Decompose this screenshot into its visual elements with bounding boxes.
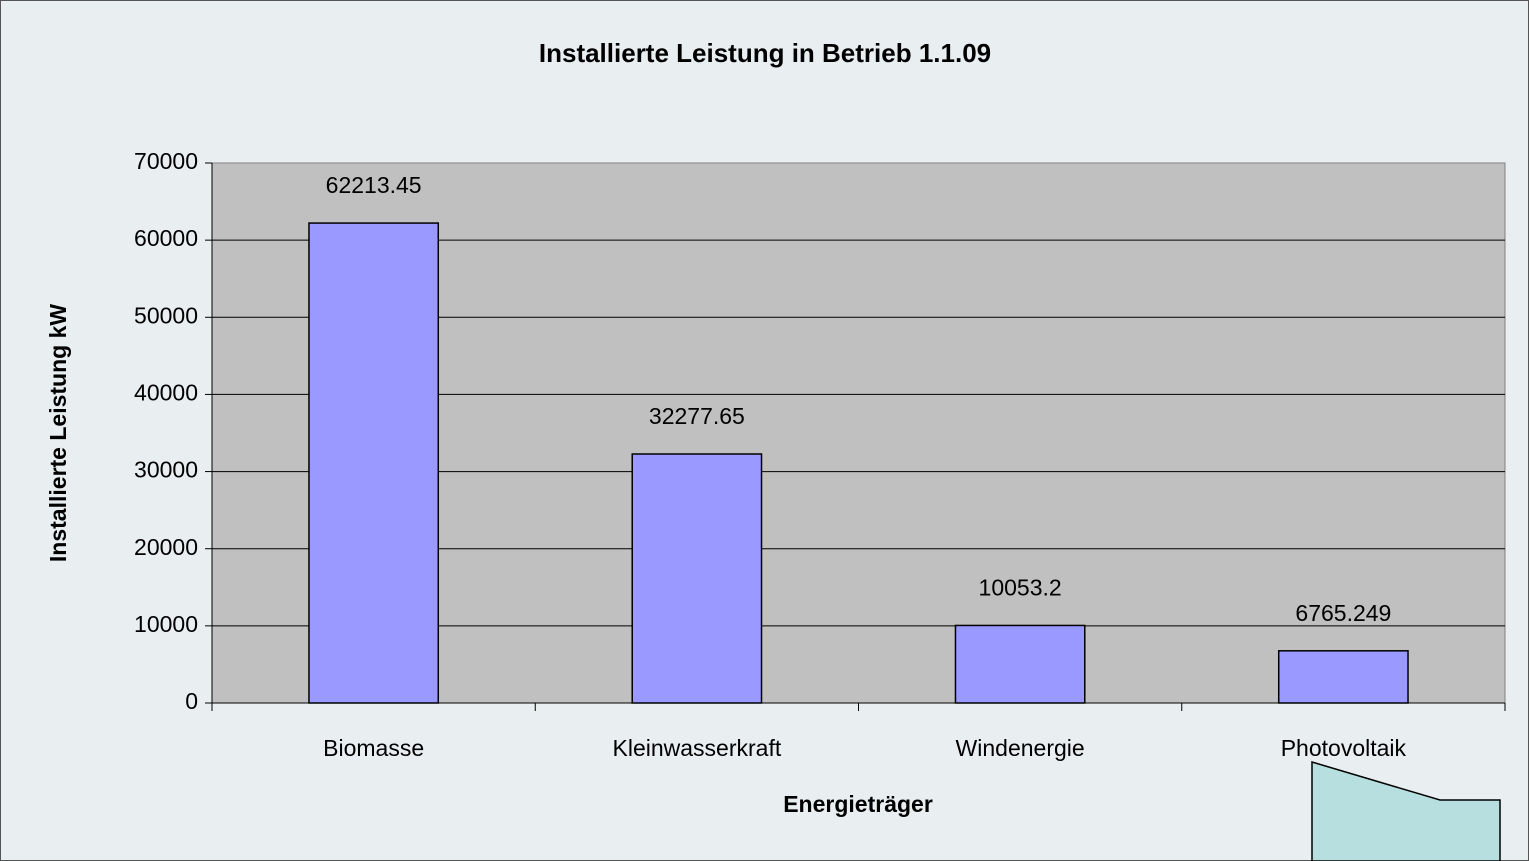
- y-tick-label: 40000: [134, 380, 198, 406]
- x-tick-label: Biomasse: [323, 735, 424, 761]
- data-label: 62213.45: [326, 172, 422, 198]
- callout: [1311, 760, 1501, 861]
- y-tick-label: 70000: [134, 148, 198, 174]
- bar: [631, 453, 763, 704]
- y-axis-label: Installierte Leistung kW: [45, 304, 71, 562]
- data-label: 32277.65: [649, 403, 745, 429]
- y-tick-label: 20000: [134, 534, 198, 560]
- bar: [308, 222, 440, 704]
- x-tick-label: Photovoltaik: [1281, 735, 1407, 761]
- x-axis-label: Energieträger: [783, 791, 933, 817]
- y-tick-label: 30000: [134, 457, 198, 483]
- bar: [1277, 650, 1409, 704]
- y-tick-label: 10000: [134, 611, 198, 637]
- data-label: 6765.249: [1295, 600, 1391, 626]
- y-tick-label: 0: [185, 688, 198, 714]
- x-tick-label: Kleinwasserkraft: [613, 735, 782, 761]
- data-label: 10053.2: [979, 575, 1062, 601]
- y-tick-label: 60000: [134, 225, 198, 251]
- x-tick-label: Windenergie: [956, 735, 1085, 761]
- chart-title: Installierte Leistung in Betrieb 1.1.09: [539, 38, 991, 68]
- y-tick-label: 50000: [134, 302, 198, 328]
- bar: [954, 624, 1086, 704]
